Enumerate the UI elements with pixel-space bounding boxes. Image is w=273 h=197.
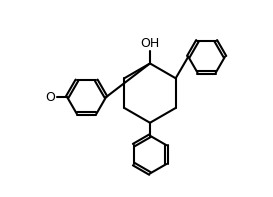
Text: OH: OH <box>140 37 160 50</box>
Text: O: O <box>46 91 56 104</box>
